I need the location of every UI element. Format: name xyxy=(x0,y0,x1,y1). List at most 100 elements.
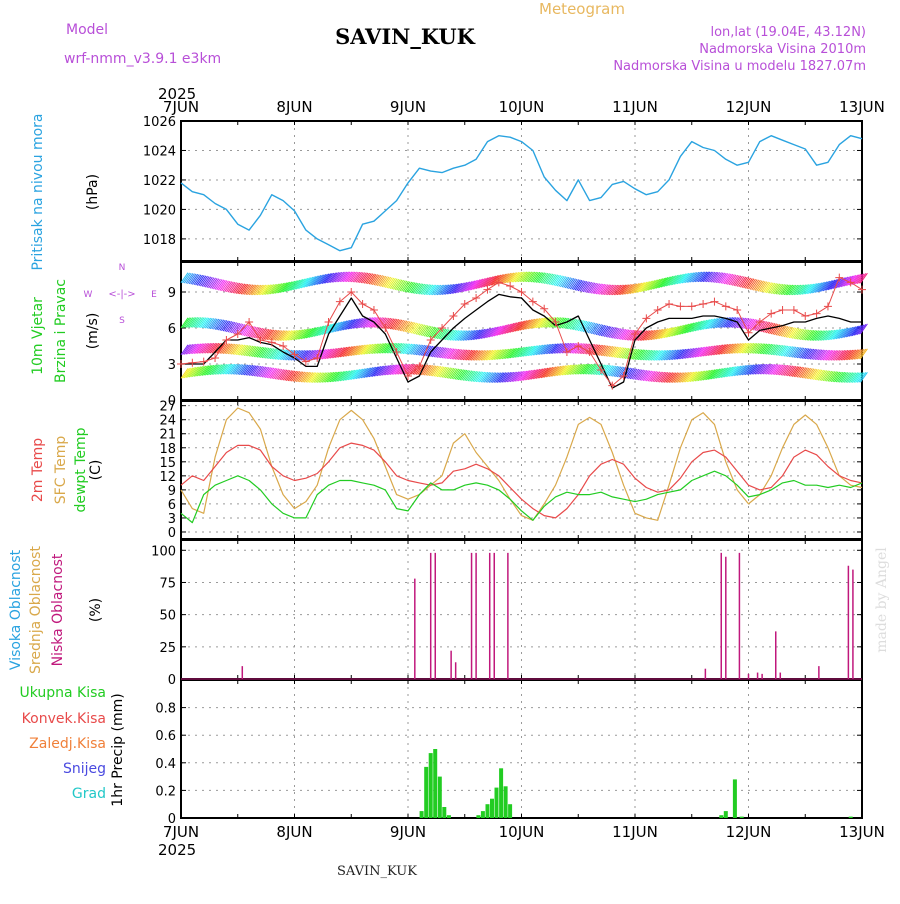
wind-barb xyxy=(811,349,820,360)
wind-barb xyxy=(678,324,687,335)
wind-barb xyxy=(182,367,191,379)
wind-barb xyxy=(423,345,432,357)
wind-barb xyxy=(838,328,847,339)
wind-barb xyxy=(835,328,844,340)
wind-barb xyxy=(772,364,781,375)
wind-barb xyxy=(618,347,627,359)
wind-barb xyxy=(673,349,682,360)
wind-barb xyxy=(216,279,225,291)
wind-barb xyxy=(667,326,675,338)
wind-barb xyxy=(626,368,635,379)
wind-barb xyxy=(650,350,659,361)
wind-barb xyxy=(529,318,538,330)
wind-barb xyxy=(248,365,257,376)
wind-barb xyxy=(569,278,578,290)
wind-barb xyxy=(193,317,202,328)
wind-barb xyxy=(232,323,241,334)
wind-barb xyxy=(837,371,846,383)
wind-barb xyxy=(295,371,304,383)
wind-barb xyxy=(467,280,476,291)
wind-barb xyxy=(817,349,826,361)
wind-barb xyxy=(422,325,431,337)
wind-barb xyxy=(354,318,362,329)
wind-barb xyxy=(555,275,563,287)
wind-barb xyxy=(812,349,821,360)
wind-barb xyxy=(715,317,724,329)
wind-barb xyxy=(180,368,189,379)
wind-barb xyxy=(185,344,194,355)
wind-barb xyxy=(308,276,317,287)
wind-barb xyxy=(250,365,259,377)
wind-barb xyxy=(783,326,792,338)
wind-barb xyxy=(441,367,450,378)
high-cloud-label: Visoka Oblacnost xyxy=(8,549,24,670)
wind-barb xyxy=(829,350,838,361)
wind-barb xyxy=(410,323,419,334)
wind-barb xyxy=(222,343,231,354)
wind-barb xyxy=(647,371,656,382)
wind-barb xyxy=(654,371,662,383)
wind-barb xyxy=(764,282,773,293)
precip-bar xyxy=(419,811,424,818)
wind-barb xyxy=(407,343,416,355)
wind-barb xyxy=(752,343,761,354)
wind-barb xyxy=(527,318,536,330)
wind-barb xyxy=(320,273,328,285)
wind-barb xyxy=(300,371,309,383)
wind-barb xyxy=(381,317,390,329)
wind-barb xyxy=(650,329,659,341)
wind-gust-marker xyxy=(562,348,571,356)
wind-barb xyxy=(675,372,683,383)
wind-gust-marker xyxy=(574,342,583,350)
wind-barb xyxy=(407,363,416,375)
wind-barb xyxy=(610,284,619,296)
wind-barb xyxy=(480,350,489,361)
wind-barb xyxy=(200,365,208,377)
wind-barb xyxy=(727,274,735,285)
wind-barb xyxy=(754,280,763,291)
wind-barb xyxy=(728,317,737,328)
wind-barb xyxy=(509,371,518,383)
wind-barb xyxy=(688,347,696,359)
wind-barb xyxy=(230,322,239,334)
wind-barb xyxy=(190,366,199,378)
wind-barb xyxy=(738,365,747,376)
wind-barb xyxy=(743,318,752,329)
wind-barb xyxy=(354,345,362,356)
wind-barb xyxy=(273,330,281,341)
wind-barb xyxy=(284,370,293,381)
wind-barb xyxy=(748,278,756,290)
wind-barb xyxy=(345,319,354,330)
wind-barb xyxy=(428,284,437,296)
wind-barb xyxy=(547,343,555,355)
precip-legend-item: Ukupna Kisa xyxy=(19,685,106,701)
wind-barb xyxy=(328,348,337,359)
wind-barb xyxy=(427,326,435,338)
wind-barb xyxy=(213,364,221,375)
wind-barb xyxy=(217,364,226,375)
wind-barb xyxy=(339,271,348,283)
wind-barb xyxy=(443,367,452,378)
wind-barb xyxy=(749,364,758,375)
wind-barb xyxy=(618,329,627,340)
wind-barb xyxy=(268,348,277,359)
wind-barb xyxy=(491,372,500,383)
wind-barb xyxy=(632,349,641,360)
wind-barb xyxy=(649,350,658,361)
wind-barb xyxy=(456,282,465,294)
wind-barb xyxy=(376,365,385,377)
wind-barb xyxy=(402,343,411,355)
wind-barb xyxy=(295,350,304,361)
y-tick-label: 50 xyxy=(159,609,176,624)
wind-barb xyxy=(242,345,251,356)
wind-barb xyxy=(399,343,408,354)
wind-barb xyxy=(707,345,716,356)
wind-barb xyxy=(243,364,252,376)
wind-barb xyxy=(842,276,850,287)
y-tick-label: 0.6 xyxy=(155,729,176,744)
wind-barb xyxy=(774,344,782,356)
wind-barb xyxy=(462,349,471,361)
wind-barb xyxy=(623,284,632,295)
wind-barb xyxy=(367,343,375,355)
wind-barb xyxy=(602,326,611,337)
